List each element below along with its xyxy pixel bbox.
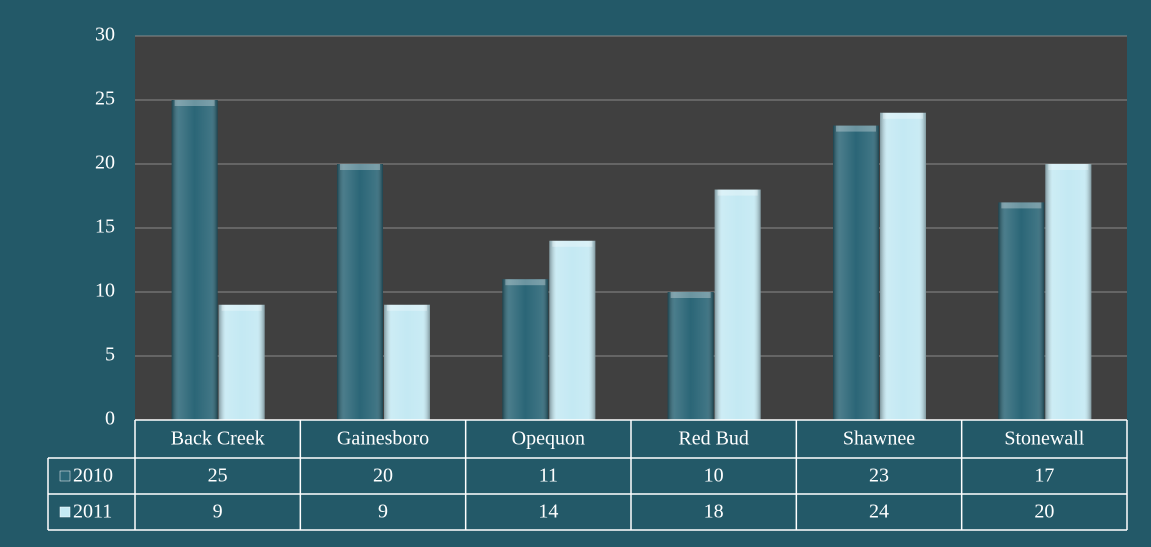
y-tick-label: 25 [95,88,115,110]
x-tick-label: Red Bud [678,428,749,450]
table-value: 14 [538,501,558,523]
legend-label: 2011 [73,501,112,523]
x-tick-label: Gainesboro [337,428,429,450]
legend-key [59,506,71,518]
bar-cap [552,240,593,247]
bar-shine [714,189,761,420]
bar-shine [880,112,926,421]
bar-cap [1048,164,1089,170]
y-tick-label: 0 [105,408,115,430]
bar-shine [384,304,430,420]
legend-label: 2010 [73,465,113,487]
bar-shine [1045,164,1092,420]
table-value: 20 [1034,501,1054,523]
bar-cap [505,279,546,286]
bar-cap [1001,202,1042,209]
y-tick-label: 20 [95,152,115,174]
table-value: 11 [539,465,558,487]
x-tick-label: Opequon [512,428,585,450]
bar-shine [549,240,596,420]
bar-shine [998,202,1045,420]
bar-shine [833,125,879,420]
bar-cap [340,164,380,170]
y-tick-label: 5 [105,344,115,366]
table-value: 24 [869,501,889,523]
bar-cap [836,125,876,132]
table-value: 17 [1034,465,1054,487]
x-tick-label: Back Creek [171,428,265,450]
bar-cap [221,304,262,311]
bar-cap [883,112,923,119]
bar-cap [387,304,427,311]
table-value: 23 [869,465,889,487]
x-tick-label: Shawnee [843,428,915,450]
bar-shine [502,279,549,420]
bar-cap [717,189,758,196]
legend-key [59,470,71,482]
bar-cap [174,100,215,106]
bar-shine [667,292,714,420]
bar-shine [218,304,265,420]
table-value: 10 [704,465,724,487]
bar-shine [171,100,218,420]
table-value: 18 [704,501,724,523]
table-value: 25 [208,465,228,487]
y-tick-label: 10 [95,280,115,302]
table-value: 9 [213,501,223,523]
table-value: 9 [378,501,388,523]
y-tick-label: 15 [95,216,115,238]
table-value: 20 [373,465,393,487]
y-tick-label: 30 [95,24,115,46]
x-tick-label: Stonewall [1004,428,1084,450]
bar-shine [337,164,383,420]
bar-cap [670,292,711,298]
